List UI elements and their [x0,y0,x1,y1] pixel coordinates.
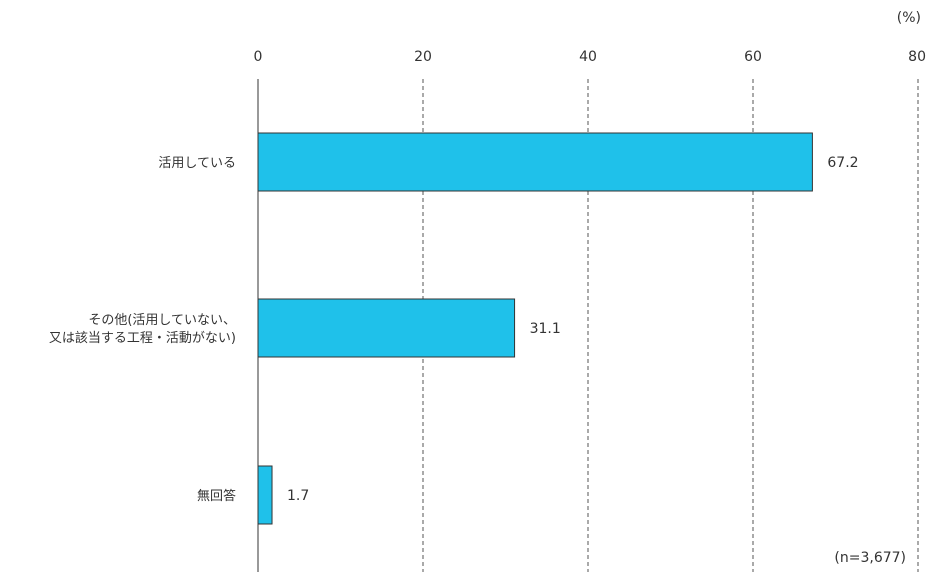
value-label-0: 67.2 [827,155,858,171]
unit-label: (%) [897,10,921,26]
bar-0 [257,132,813,192]
x-tick-label-40: 40 [579,49,597,65]
x-tick-label-0: 0 [254,49,263,65]
bar-1 [257,298,516,358]
category-label-1-1: 又は該当する工程・活動がない) [49,330,236,346]
value-label-2: 1.7 [287,488,309,504]
bars [257,132,813,525]
x-tick-label-80: 80 [908,49,926,65]
category-label-0-0: 活用している [158,156,236,171]
value-label-1: 31.1 [530,321,561,337]
x-tick-label-20: 20 [414,49,432,65]
x-tick-label-60: 60 [744,49,762,65]
x-axis-ticks: 0 20 40 60 80 [254,49,926,65]
sample-size-note: (n=3,677) [834,550,906,566]
value-labels: 67.2 31.1 1.7 [287,155,859,504]
category-label-2-0: 無回答 [197,488,236,504]
category-label-1-0: その他(活用していない、 [88,313,236,328]
bar-2 [257,465,273,525]
